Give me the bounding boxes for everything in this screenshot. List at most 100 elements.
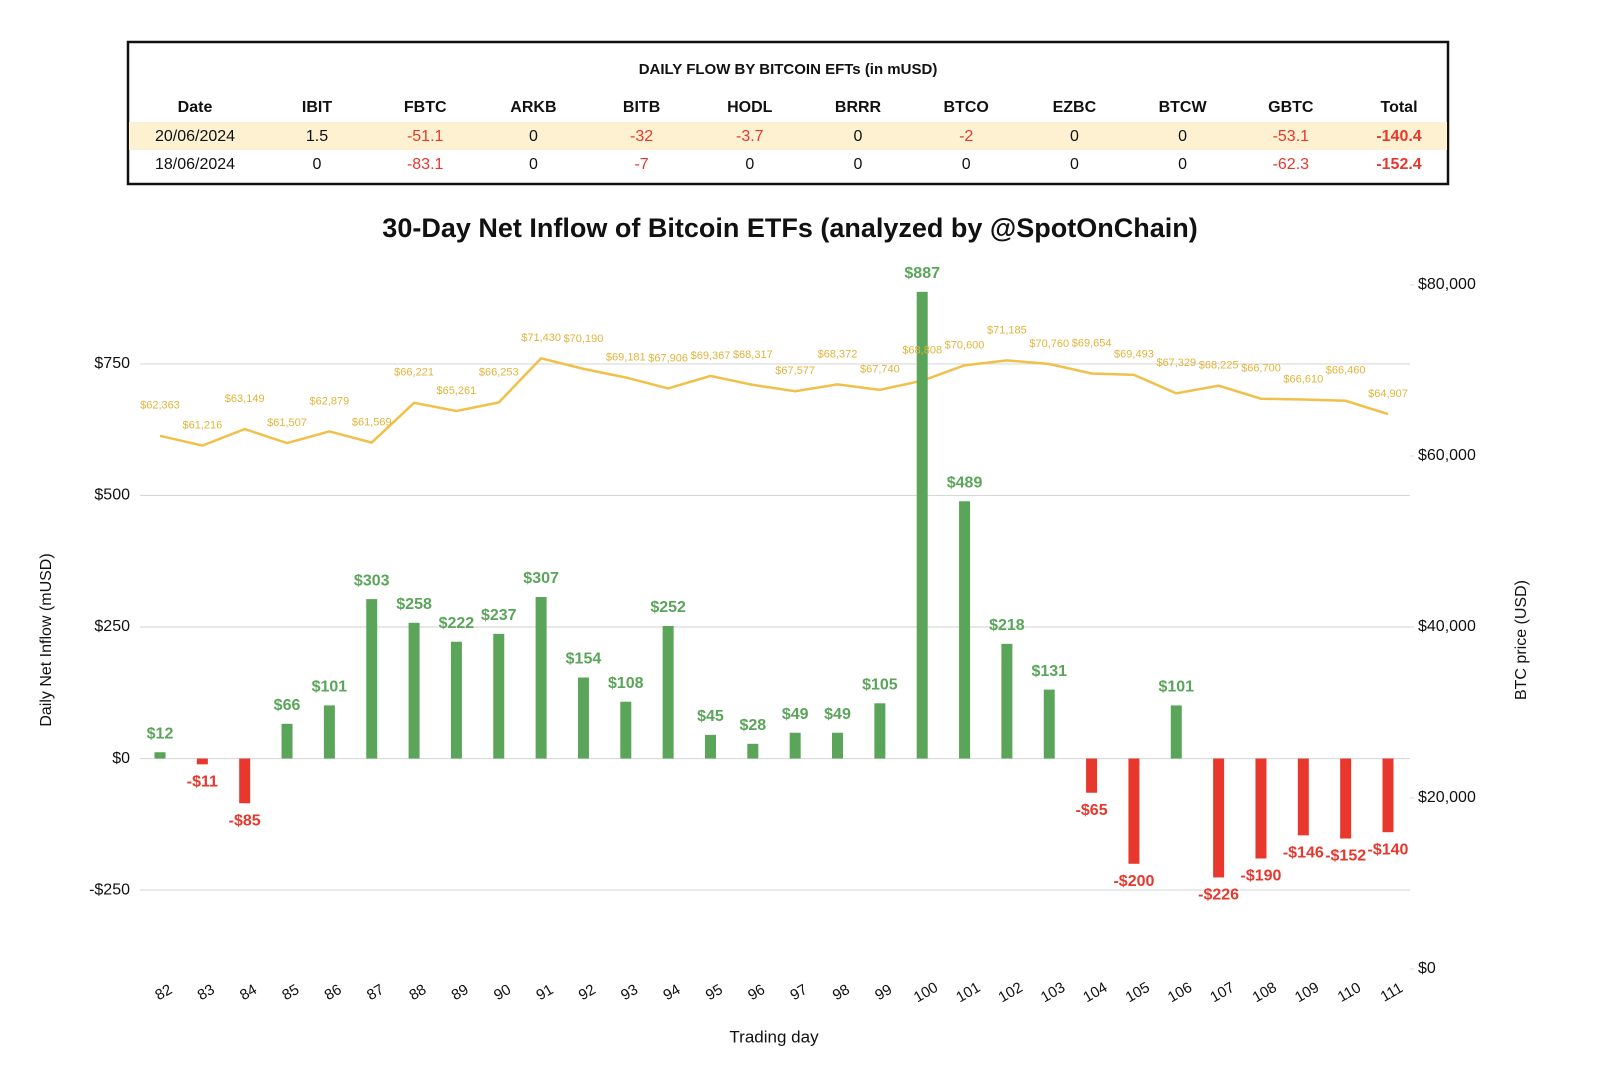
price-label: $70,190	[564, 333, 604, 345]
x-tick-label: 102	[996, 979, 1026, 1006]
bar	[747, 743, 759, 759]
bar	[916, 291, 928, 759]
x-tick-label: 85	[279, 981, 302, 1004]
price-label: $61,569	[352, 416, 392, 428]
x-tick-label: 103	[1038, 979, 1068, 1006]
table-cell: -3.7	[736, 128, 764, 145]
column-header: ARKB	[510, 99, 556, 116]
bar	[493, 633, 505, 759]
x-tick-label: 111	[1378, 979, 1406, 1005]
table-cell: -140.4	[1376, 128, 1421, 145]
x-tick-label: 84	[237, 981, 260, 1004]
column-header: BTCW	[1159, 99, 1208, 116]
x-tick-label: 107	[1207, 979, 1237, 1006]
bar-label: $28	[739, 717, 766, 734]
bar-label: $49	[782, 706, 809, 723]
bar-label: -$226	[1198, 887, 1239, 904]
price-label: $68,317	[733, 349, 773, 361]
table-cell: 18/06/2024	[155, 156, 235, 173]
x-tick-label: 94	[660, 981, 683, 1004]
table-frame	[126, 40, 1450, 186]
bar-label: $49	[824, 706, 851, 723]
x-tick-label: 82	[152, 981, 175, 1004]
bar-label: $12	[147, 725, 174, 742]
bar-label: $258	[396, 596, 432, 613]
table-cell: 0	[854, 128, 863, 145]
x-tick-label: 109	[1292, 979, 1322, 1006]
x-tick-label: 106	[1165, 979, 1195, 1006]
table-cell: -62.3	[1273, 156, 1310, 173]
table-cell: -152.4	[1376, 156, 1421, 173]
table-cell: 0	[313, 156, 322, 173]
price-label: $71,185	[987, 324, 1027, 336]
price-label: $66,221	[394, 367, 434, 379]
x-tick-label: 99	[872, 981, 895, 1004]
column-header: BITB	[623, 99, 660, 116]
bar-label: $131	[1031, 663, 1067, 680]
x-tick-label: 91	[533, 981, 556, 1004]
x-tick-label: 90	[491, 981, 514, 1004]
x-tick-label: 101	[953, 979, 983, 1006]
column-header: GBTC	[1268, 99, 1314, 116]
table-cell: -51.1	[407, 128, 444, 145]
price-label: $65,261	[437, 385, 477, 397]
y-tick-label: $750	[94, 355, 130, 372]
column-header: Total	[1380, 99, 1417, 116]
table-cell: 0	[1070, 156, 1079, 173]
bar	[1043, 689, 1055, 759]
bar-label: $307	[523, 570, 559, 587]
price-label: $63,149	[225, 393, 265, 405]
price-label: $62,363	[140, 400, 180, 412]
table-title: DAILY FLOW BY BITCOIN EFTs (in mUSD)	[639, 61, 938, 78]
bar-label: -$190	[1241, 868, 1282, 885]
price-label: $69,493	[1114, 349, 1154, 361]
bar	[323, 705, 335, 759]
column-header: Date	[178, 99, 213, 116]
price-label: $67,906	[648, 352, 688, 364]
bar-label: -$65	[1076, 802, 1108, 819]
bar-label: $66	[274, 697, 301, 714]
y-tick-label: -$250	[89, 881, 130, 898]
price-label: $67,577	[775, 365, 815, 377]
table-cell: 0	[529, 128, 538, 145]
y2-tick-label: $40,000	[1418, 618, 1476, 635]
table-cell: 20/06/2024	[155, 128, 235, 145]
bar-label: $222	[439, 615, 475, 632]
x-tick-label: 96	[745, 981, 768, 1004]
bar-label: -$140	[1368, 841, 1409, 858]
price-label: $71,430	[521, 332, 561, 344]
bar-label: -$11	[187, 774, 218, 791]
bar	[832, 732, 844, 759]
price-label: $68,372	[818, 348, 858, 360]
bar	[1340, 758, 1352, 839]
table-cell: -83.1	[407, 156, 444, 173]
price-label: $68,225	[1199, 360, 1239, 372]
x-tick-label: 83	[195, 981, 218, 1004]
table-cell: -7	[634, 156, 648, 173]
x-tick-label: 95	[703, 981, 726, 1004]
price-label: $62,879	[309, 395, 349, 407]
bar-label: $887	[904, 265, 940, 282]
bar-label: $45	[697, 708, 724, 725]
price-label: $61,216	[182, 420, 222, 432]
bar	[239, 758, 251, 804]
y-tick-label: $250	[94, 618, 130, 635]
bar-label: -$146	[1283, 845, 1324, 862]
table-cell: 0	[529, 156, 538, 173]
table-cell: 0	[745, 156, 754, 173]
price-label: $66,700	[1241, 363, 1281, 375]
bar	[1213, 758, 1225, 878]
price-label: $61,507	[267, 417, 307, 429]
price-label: $66,610	[1283, 373, 1323, 385]
bar	[1255, 758, 1267, 859]
bar-label: $105	[862, 677, 898, 694]
bar-label: $303	[354, 572, 390, 589]
bar	[1297, 758, 1309, 836]
bar-label: $237	[481, 607, 517, 624]
y-tick-label: $0	[112, 750, 130, 767]
bar-label: $154	[566, 651, 602, 668]
column-header: IBIT	[302, 99, 332, 116]
chart-title: 30-Day Net Inflow of Bitcoin ETFs (analy…	[382, 213, 1197, 243]
bar	[704, 734, 716, 759]
